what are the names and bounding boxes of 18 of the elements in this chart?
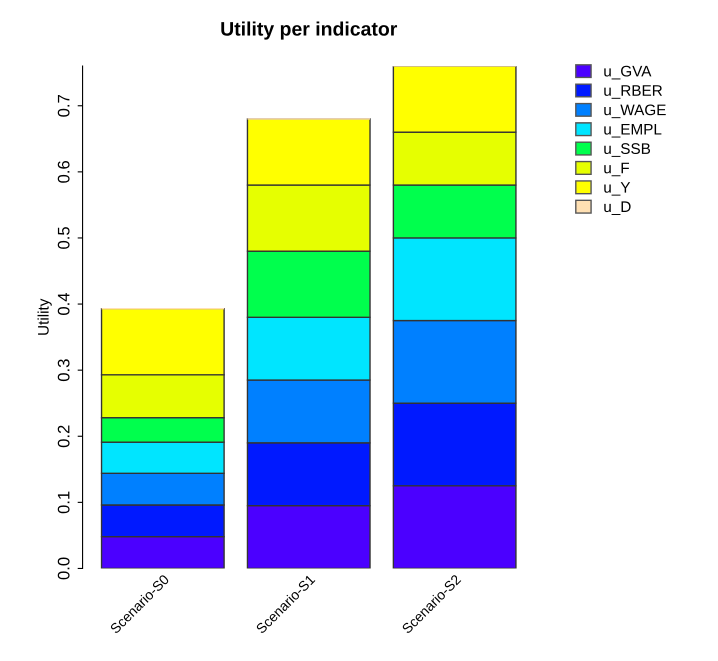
y-tick-label: 0.3 xyxy=(58,359,70,382)
legend-label: u_SSB xyxy=(604,143,650,157)
y-tick-label: 0.2 xyxy=(58,426,70,448)
legend-label: u_D xyxy=(604,201,631,215)
y-tick-label: 0.7 xyxy=(58,95,70,117)
y-tick-label: 0.4 xyxy=(58,292,70,315)
legend-label: u_RBER xyxy=(604,85,662,99)
y-tick-label: 0.0 xyxy=(58,558,70,580)
legend-label: u_EMPL xyxy=(604,124,662,138)
y-tick-label: 0.1 xyxy=(58,492,70,514)
y-axis-title: Utility xyxy=(38,298,52,335)
chart-title: Utility per indicator xyxy=(221,21,398,40)
y-tick-label: 0.6 xyxy=(58,161,70,183)
legend-label: u_Y xyxy=(604,182,630,196)
legend-label: u_F xyxy=(604,162,630,176)
legend-label: u_WAGE xyxy=(604,104,666,118)
y-tick-label: 0.5 xyxy=(58,227,70,249)
legend-label: u_GVA xyxy=(604,66,652,80)
